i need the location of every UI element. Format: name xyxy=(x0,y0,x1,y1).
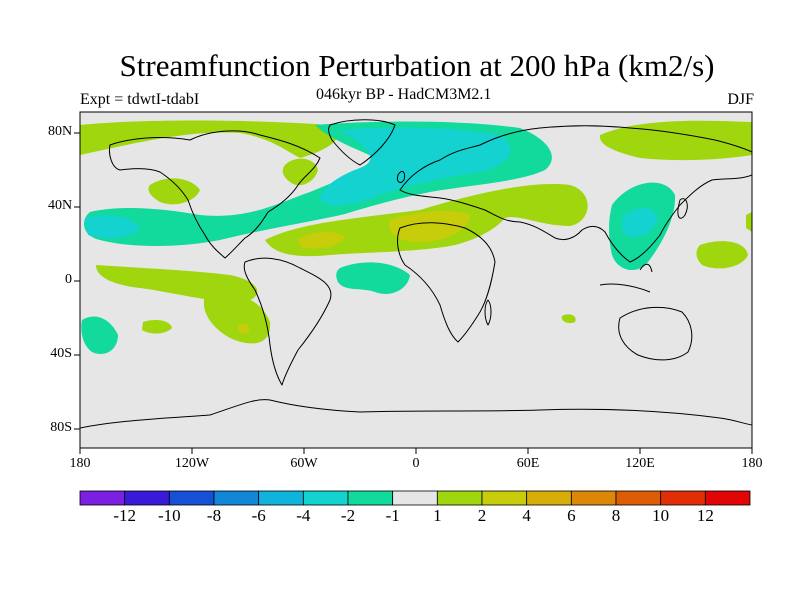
negative-region xyxy=(85,215,140,239)
positive-region xyxy=(746,212,752,232)
madagascar-outline xyxy=(484,299,492,326)
colorbar-tick-label: -2 xyxy=(340,506,356,525)
x-tick-label: 60W xyxy=(290,456,318,471)
colorbar-tick-label: -8 xyxy=(206,506,222,525)
colorbar-swatch xyxy=(660,490,706,506)
south-america-outline xyxy=(243,257,332,386)
colorbar-swatch xyxy=(526,490,572,506)
colorbar xyxy=(79,490,751,506)
africa-outline xyxy=(397,222,496,343)
negative-region xyxy=(320,127,511,206)
colorbar-swatch xyxy=(124,490,170,506)
colorbar-tick-label: 8 xyxy=(611,506,621,525)
colorbar-swatch xyxy=(213,490,260,506)
chart-title: Streamfunction Perturbation at 200 hPa (… xyxy=(119,48,715,83)
colorbar-swatch xyxy=(392,490,438,506)
x-tick-label: 180 xyxy=(69,456,91,471)
positive-region xyxy=(282,158,318,186)
colorbar-tick-label: 1 xyxy=(433,506,442,525)
australia-outline xyxy=(618,306,693,361)
negative-region xyxy=(81,316,118,355)
colorbar-tick-label: -6 xyxy=(251,506,266,525)
colorbar-swatch xyxy=(79,490,126,506)
y-tick-label: 0 xyxy=(65,272,72,287)
y-tick-label: 40N xyxy=(48,198,73,213)
x-tick-label: 180 xyxy=(741,456,763,471)
subtitle-label: 046kyr BP - HadCM3M2.1 xyxy=(316,86,492,103)
colorbar-tick-label: 12 xyxy=(696,506,714,525)
positive-region xyxy=(561,314,576,324)
colorbar-swatch xyxy=(302,490,349,506)
axis-ticks xyxy=(74,132,753,454)
y-tick-label: 80S xyxy=(50,420,72,435)
antarctica-outline xyxy=(80,399,752,429)
negative-region xyxy=(621,208,658,238)
japan-outline xyxy=(677,198,688,219)
colorbar-tick-label: 10 xyxy=(652,506,670,525)
x-tick-label: 120E xyxy=(625,456,655,471)
y-tick-label: 80N xyxy=(48,124,73,139)
contour-fields xyxy=(80,120,752,355)
greenland-outline xyxy=(328,119,396,166)
positive-region xyxy=(80,120,339,158)
coastlines xyxy=(80,119,752,429)
positive-region xyxy=(237,324,250,334)
europe-asia-outline xyxy=(399,125,752,263)
x-tick-label: 120W xyxy=(174,456,210,471)
colorbar-swatch xyxy=(436,490,483,506)
colorbar-swatch xyxy=(615,490,662,506)
colorbar-swatch xyxy=(570,490,617,506)
colorbar-tick-label: -12 xyxy=(113,506,136,525)
north-america-outline xyxy=(109,130,321,259)
colorbar-swatch xyxy=(704,490,751,506)
positive-region xyxy=(696,241,748,269)
positive-region xyxy=(203,293,271,344)
negative-region xyxy=(336,262,410,295)
x-tick-label: 60E xyxy=(516,456,540,471)
colorbar-swatch xyxy=(481,490,528,506)
colorbar-swatch xyxy=(347,490,394,506)
y-tick-label: 40S xyxy=(50,346,72,361)
colorbar-tick-label: -10 xyxy=(157,506,181,525)
experiment-label: Expt = tdwtI-tdabI xyxy=(80,91,200,108)
uk-outline xyxy=(397,170,405,183)
positive-region xyxy=(599,120,752,161)
indonesia-outline xyxy=(599,263,653,293)
colorbar-tick-label: 4 xyxy=(522,506,531,525)
positive-region xyxy=(389,210,470,243)
positive-region xyxy=(142,320,172,334)
colorbar-swatch xyxy=(168,490,215,506)
colorbar-tick-label: 2 xyxy=(477,506,487,525)
positive-region xyxy=(298,231,345,249)
x-tick-label: 0 xyxy=(412,456,420,471)
colorbar-swatch xyxy=(258,490,304,506)
colorbar-tick-label: -1 xyxy=(385,506,400,525)
colorbar-tick-label: -4 xyxy=(296,506,311,525)
season-label: DJF xyxy=(727,91,754,108)
colorbar-tick-label: 6 xyxy=(567,506,576,525)
